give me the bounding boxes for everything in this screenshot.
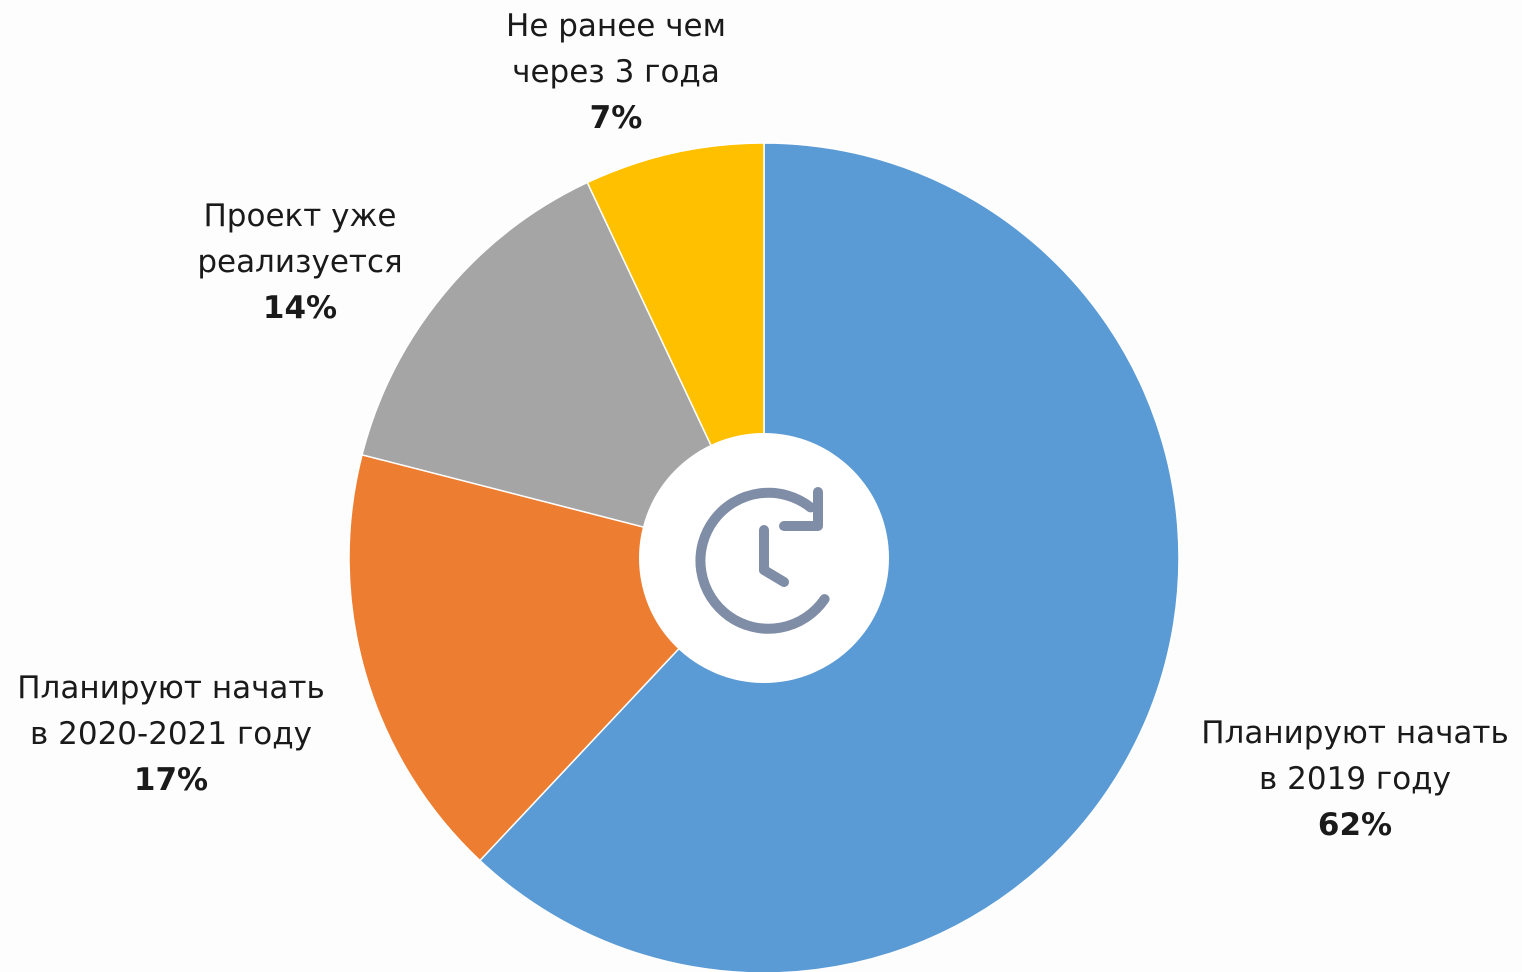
clock-refresh-icon xyxy=(695,487,830,634)
slice-label-2020-2021: Планируют начать в 2020-2021 году 17% xyxy=(6,665,336,803)
slice-value-3-years: 7% xyxy=(589,100,643,136)
slice-label-3-years: Не ранее чем через 3 года 7% xyxy=(486,3,746,141)
slice-value-in-progress: 14% xyxy=(262,290,338,326)
slice-label-2019: Планируют начать в 2019 году 62% xyxy=(1190,710,1520,848)
slice-value-2019: 62% xyxy=(1317,807,1393,843)
slice-label-in-progress: Проект уже реализуется 14% xyxy=(170,193,430,331)
slice-in-progress xyxy=(361,181,766,560)
slice-value-2020-2021: 17% xyxy=(133,762,209,798)
